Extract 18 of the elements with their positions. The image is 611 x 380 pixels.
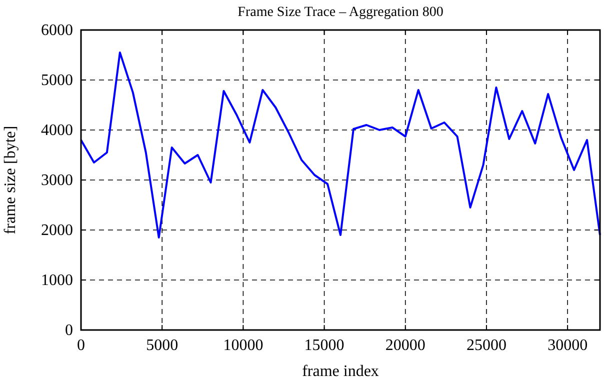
y-tick-label: 2000 <box>41 222 73 239</box>
x-tick-label: 30000 <box>548 337 588 354</box>
x-tick-label: 0 <box>77 337 85 354</box>
y-tick-label: 6000 <box>41 22 73 39</box>
y-tick-label: 1000 <box>41 272 73 289</box>
x-tick-label: 5000 <box>146 337 178 354</box>
x-tick-label: 15000 <box>304 337 344 354</box>
y-tick-label: 5000 <box>41 72 73 89</box>
y-axis-title: frame size [byte] <box>2 126 19 234</box>
x-axis-title: frame index <box>302 363 379 380</box>
x-tick-label: 25000 <box>466 337 506 354</box>
y-tick-label: 4000 <box>41 122 73 139</box>
line-series <box>80 52 601 238</box>
chart-title: Frame Size Trace – Aggregation 800 <box>238 5 444 20</box>
x-tick-label: 10000 <box>223 337 264 354</box>
x-tick-label: 20000 <box>385 337 426 354</box>
y-tick-label: 0 <box>65 322 73 339</box>
y-tick-label: 3000 <box>41 172 73 189</box>
